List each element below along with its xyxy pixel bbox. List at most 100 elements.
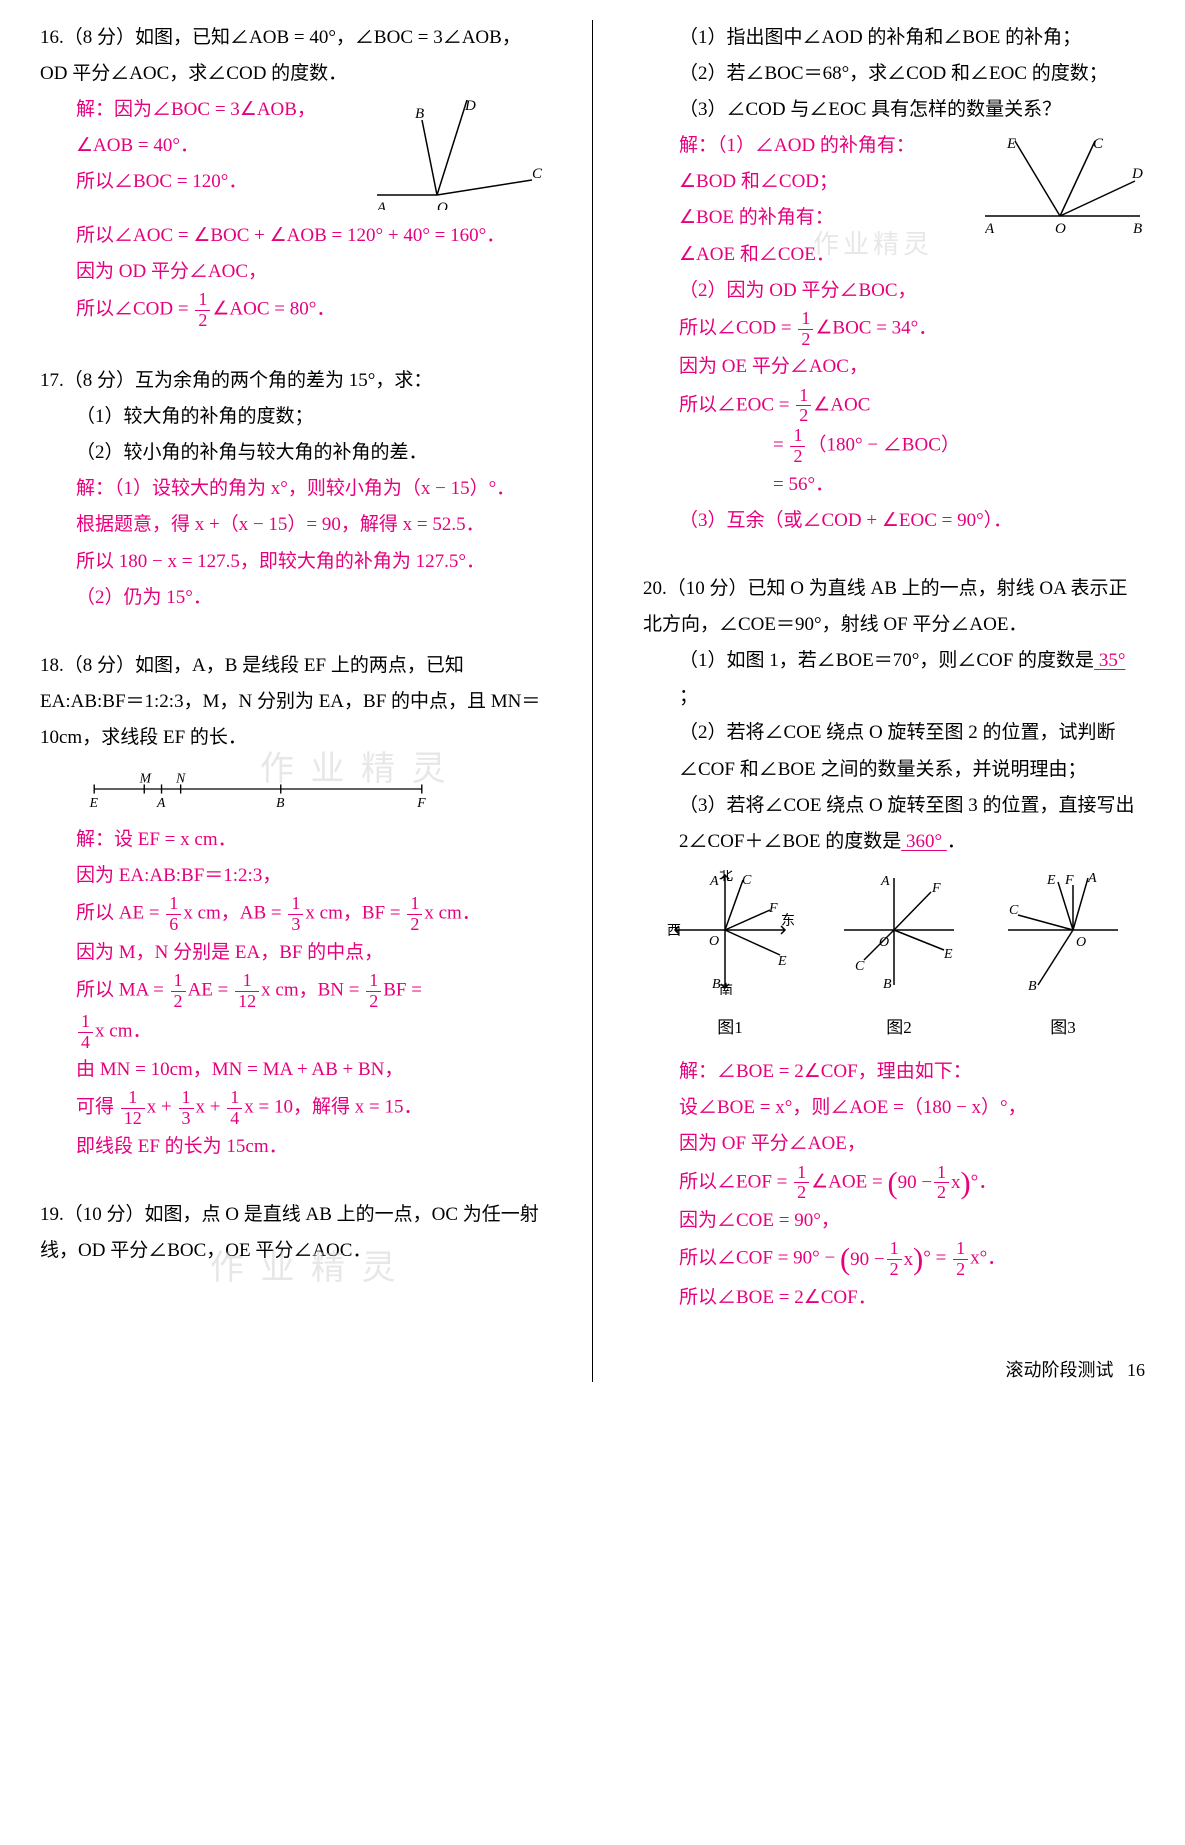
p20-q1-ans: 35° — [1094, 650, 1125, 671]
p18-s3-pre: 所以 AE = — [76, 903, 164, 924]
p18-header: 18.（8 分）如图，A，B 是线段 EF 上的两点，已知 EA:AB:BF＝1… — [40, 648, 542, 756]
p20-q1-pre: （1）如图 1，若∠BOE＝70°，则∠COF 的度数是 — [679, 650, 1094, 671]
svg-text:F: F — [768, 901, 778, 916]
p20-fig1: A C F E B O 北 西 东 南 — [665, 870, 795, 1044]
svg-text:C: C — [1093, 136, 1104, 152]
p18-s7-m1: x + — [147, 1097, 177, 1118]
left-column: 16.（8 分）如图，已知∠AOB = 40°，∠BOC = 3∠AOB，OD … — [40, 20, 542, 1382]
p20-s4: 所以∠EOF = 12∠AOE = (90 − 12x)°． — [643, 1163, 1145, 1204]
compass-w: 西 — [667, 924, 681, 939]
p19c-s9-suf: （180° − ∠BOC） — [807, 435, 959, 456]
svg-text:C: C — [532, 166, 542, 182]
p16-s6-suf: ∠AOC = 80°． — [212, 299, 335, 320]
p16-header: 16.（8 分）如图，已知∠AOB = 40°，∠BOC = 3∠AOB，OD … — [40, 20, 542, 92]
svg-text:F: F — [1064, 873, 1074, 888]
p20-q2: （2）若将∠COE 绕点 O 旋转至图 2 的位置，试判断∠COF 和∠BOE … — [643, 715, 1145, 787]
p20-q3-suf: ． — [947, 831, 966, 852]
p20-q3: （3）若将∠COE 绕点 O 旋转至图 3 的位置，直接写出 2∠COF＋∠BO… — [643, 788, 1145, 860]
p19c-diagram: A O B E C D — [985, 136, 1145, 236]
compass-n: 北 — [719, 870, 733, 884]
p19c-s8-pre: 所以∠EOC = — [679, 394, 794, 415]
p20-fig2: A C F E B O 图2 — [839, 870, 959, 1044]
p17-s1: 解：（1）设较大的角为 x°，则较小角为（x − 15）°． — [40, 471, 542, 507]
p19c-q3: （3）∠COD 与∠EOC 具有怎样的数量关系？ — [643, 92, 1145, 128]
p17-header: 17.（8 分）互为余角的两个角的差为 15°，求： — [40, 363, 542, 399]
p17-q1: （1）较大角的补角的度数； — [40, 399, 542, 435]
p17-q2: （2）较小角的补角与较大角的补角的差． — [40, 435, 542, 471]
p18-s5: 所以 MA = 12AE = 112x cm，BN = 12BF = — [40, 971, 542, 1012]
svg-text:A: A — [1087, 871, 1097, 886]
problem-18: 18.（8 分）如图，A，B 是线段 EF 上的两点，已知 EA:AB:BF＝1… — [40, 648, 542, 1166]
p18-s3-m1: x cm，AB = — [183, 903, 286, 924]
p18-s7-m2: x + — [196, 1097, 226, 1118]
fig1-label: 图1 — [665, 1012, 795, 1044]
p16-s4: 所以∠AOC = ∠BOC + ∠AOB = 120° + 40° = 160°… — [40, 218, 542, 254]
p20-s4-mid: ∠AOE = — [811, 1171, 887, 1192]
p20-figures: A C F E B O 北 西 东 南 — [643, 870, 1145, 1044]
p19c-s3: ∠BOE 的补角有： — [643, 200, 975, 236]
p16-diagram: A O B C D — [377, 100, 542, 210]
p20-q3-ans: 360° — [901, 831, 947, 852]
page: 16.（8 分）如图，已知∠AOB = 40°，∠BOC = 3∠AOB，OD … — [40, 20, 1145, 1382]
p20-q1: （1）如图 1，若∠BOE＝70°，则∠COF 的度数是 35° ； — [643, 643, 1145, 715]
p17-s4: （2）仍为 15°． — [40, 580, 542, 616]
p18-s3-m2: x cm，BF = — [305, 903, 405, 924]
p18-s1: 解：设 EF = x cm． — [40, 822, 542, 858]
p20-fig3: A B C E F O 图3 — [1003, 870, 1123, 1044]
footer-label: 滚动阶段测试 — [1006, 1360, 1114, 1380]
svg-text:B: B — [276, 795, 285, 810]
p19c-s10: = 56°． — [643, 467, 1145, 503]
p19c-s8: 所以∠EOC = 12∠AOC — [643, 386, 1145, 427]
p19c-s8-suf: ∠AOC — [813, 394, 870, 415]
svg-text:E: E — [1046, 873, 1056, 888]
p20-s6-pre: 所以∠COF = 90° − — [679, 1248, 840, 1269]
p17-s2: 根据题意，得 x +（x − 15）= 90，解得 x = 52.5． — [40, 507, 542, 543]
p20-s1: 解：∠BOE = 2∠COF，理由如下： — [643, 1054, 1145, 1090]
svg-text:O: O — [1076, 935, 1086, 950]
p18-s5-m2: x cm，BN = — [261, 980, 364, 1001]
svg-text:D: D — [1131, 166, 1143, 182]
p20-s2: 设∠BOE = x°，则∠AOE =（180 − x）°， — [643, 1090, 1145, 1126]
svg-text:O: O — [437, 200, 448, 210]
svg-text:E: E — [777, 954, 787, 969]
svg-text:E: E — [89, 795, 99, 810]
p19c-s2: ∠BOD 和∠COD； — [643, 164, 975, 200]
svg-text:O: O — [709, 934, 719, 949]
compass-e: 东 — [781, 913, 795, 929]
p18-s7-m3: x = 10，解得 x = 15． — [244, 1097, 422, 1118]
p18-s7: 可得 112x + 13x + 14x = 10，解得 x = 15． — [40, 1088, 542, 1129]
svg-text:E: E — [1006, 136, 1016, 152]
p18-s6: 由 MN = 10cm，MN = MA + AB + BN， — [40, 1052, 542, 1088]
fig2-label: 图2 — [839, 1012, 959, 1044]
p18-s7-pre: 可得 — [76, 1097, 119, 1118]
p20-q1-suf: ； — [679, 686, 698, 707]
p18-s3: 所以 AE = 16x cm，AB = 13x cm，BF = 12x cm． — [40, 894, 542, 935]
p18-s3-suf: x cm． — [424, 903, 480, 924]
p20-s4-pre: 所以∠EOF = — [679, 1171, 792, 1192]
p18-s8: 即线段 EF 的长为 15cm． — [40, 1129, 542, 1165]
svg-text:E: E — [943, 947, 953, 962]
right-column: （1）指出图中∠AOD 的补角和∠BOE 的补角； （2）若∠BOC＝68°，求… — [643, 20, 1145, 1382]
p18-s5-pre: 所以 MA = — [76, 980, 169, 1001]
p20-s6-mid: ° = — [923, 1248, 951, 1269]
p18-diagram: E M A N B F — [40, 764, 440, 814]
p18-s5b: 14x cm． — [40, 1012, 542, 1053]
p18-s5-m3: BF = — [383, 980, 422, 1001]
footer-page: 16 — [1127, 1360, 1145, 1380]
p20-s6-suf: x°． — [970, 1248, 1006, 1269]
fig3-label: 图3 — [1003, 1012, 1123, 1044]
p20-s5: 因为∠COE = 90°， — [643, 1203, 1145, 1239]
column-divider — [592, 20, 593, 1382]
problem-19: 作 业 精 灵 19.（10 分）如图，点 O 是直线 AB 上的一点，OC 为… — [40, 1197, 542, 1269]
svg-text:F: F — [416, 795, 426, 810]
p16-s5: 因为 OD 平分∠AOC， — [40, 254, 542, 290]
p19c-q2: （2）若∠BOC＝68°，求∠COD 和∠EOC 的度数； — [643, 56, 1145, 92]
svg-text:B: B — [1028, 979, 1037, 994]
svg-text:B: B — [415, 106, 424, 122]
svg-text:C: C — [855, 959, 865, 974]
p19-header: 19.（10 分）如图，点 O 是直线 AB 上的一点，OC 为任一射线，OD … — [40, 1197, 542, 1269]
p20-s6: 所以∠COF = 90° − (90 − 12x)° = 12x°． — [643, 1239, 1145, 1280]
p19c-s7: 因为 OE 平分∠AOC， — [643, 349, 1145, 385]
problem-17: 17.（8 分）互为余角的两个角的差为 15°，求： （1）较大角的补角的度数；… — [40, 363, 542, 616]
p19c-s6: 所以∠COD = 12∠BOC = 34°． — [643, 309, 1145, 350]
